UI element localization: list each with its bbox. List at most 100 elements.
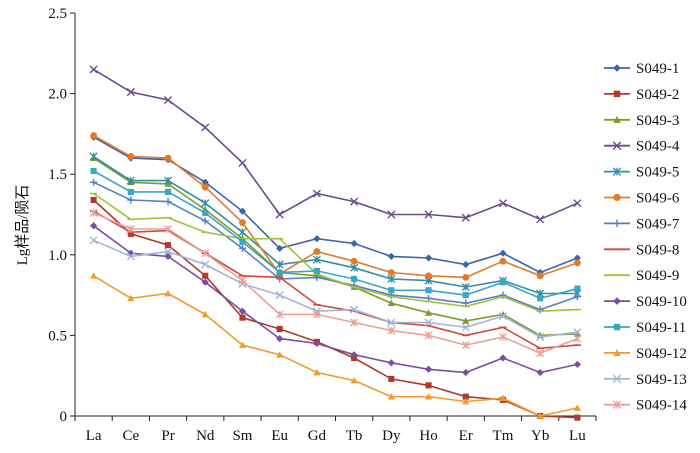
data-point-6 — [164, 154, 172, 162]
data-point-13 — [163, 247, 173, 256]
data-point-2 — [462, 393, 469, 400]
data-point-2 — [574, 414, 581, 421]
legend-marker — [612, 374, 622, 384]
data-point-11 — [462, 292, 469, 299]
data-point-10 — [276, 335, 284, 343]
y-tick-label: 0.5 — [48, 328, 67, 344]
data-point-14 — [536, 349, 545, 358]
x-tick-label: Yb — [531, 428, 549, 444]
data-point-6 — [313, 248, 321, 255]
legend-label: S049-5 — [636, 165, 679, 181]
data-point-12 — [536, 412, 544, 419]
data-point-14 — [461, 341, 470, 350]
data-point-13 — [89, 236, 98, 245]
data-point-13 — [536, 332, 545, 342]
legend-marker — [613, 116, 621, 123]
x-tick-label: La — [86, 428, 102, 444]
data-point-7 — [313, 273, 321, 281]
legend-marker — [612, 400, 622, 409]
data-point-12 — [313, 368, 321, 376]
data-point-1 — [462, 260, 470, 269]
data-point-12 — [276, 351, 284, 358]
data-point-10 — [350, 351, 358, 359]
data-point-6 — [573, 259, 581, 267]
data-point-5 — [350, 263, 359, 272]
data-point-1 — [238, 207, 247, 215]
data-point-2 — [90, 196, 97, 204]
data-point-6 — [90, 132, 98, 139]
y-tick-label: 1.0 — [48, 248, 67, 264]
data-point-12 — [164, 289, 172, 297]
x-tick-label: Lu — [569, 428, 586, 444]
data-point-1 — [201, 178, 209, 186]
data-point-12 — [387, 393, 395, 400]
series-line-9 — [93, 192, 578, 313]
data-point-12 — [90, 272, 98, 279]
data-point-12 — [350, 376, 358, 384]
y-axis-title: Lg样品/陨石 — [14, 185, 31, 266]
data-point-6 — [387, 269, 395, 276]
legend-label: S049-6 — [636, 191, 680, 207]
legend-label: S049-14 — [636, 398, 687, 414]
legend-label: S049-3 — [636, 113, 679, 129]
data-point-14 — [163, 224, 173, 234]
data-point-14 — [387, 326, 396, 335]
data-point-11 — [351, 275, 358, 283]
data-point-12 — [238, 341, 247, 348]
data-point-13 — [498, 311, 508, 321]
series-line-4 — [93, 68, 578, 221]
data-point-6 — [462, 273, 470, 281]
data-point-10 — [164, 252, 172, 261]
legend-label: S049-2 — [636, 87, 679, 103]
data-point-12 — [573, 404, 581, 411]
y-tick-label: 2.0 — [48, 87, 67, 103]
legend-marker — [613, 219, 621, 228]
legend-label: S049-1 — [636, 61, 679, 77]
legend-label: S049-12 — [636, 346, 687, 362]
legend-marker — [613, 323, 621, 331]
data-point-3 — [573, 330, 581, 337]
legend-marker — [613, 349, 621, 356]
data-point-6 — [127, 153, 135, 160]
data-point-14 — [238, 276, 247, 285]
x-tick-label: Eu — [271, 428, 288, 444]
legend-label: S049-13 — [636, 372, 687, 388]
data-point-7 — [90, 178, 98, 186]
data-point-4 — [126, 87, 135, 97]
data-point-7 — [164, 198, 172, 206]
data-point-1 — [499, 249, 507, 257]
data-point-12 — [462, 397, 470, 405]
data-point-11 — [313, 267, 320, 274]
x-tick-label: Tm — [493, 428, 514, 444]
series-line-8 — [93, 210, 578, 350]
series-line-12 — [93, 275, 578, 417]
data-point-1 — [573, 254, 581, 262]
data-point-1 — [387, 252, 395, 261]
data-point-10 — [90, 222, 98, 230]
legend-marker — [613, 64, 621, 72]
data-point-7 — [462, 299, 470, 307]
data-point-4 — [350, 197, 359, 206]
legend-marker — [613, 90, 621, 98]
x-tick-label: Gd — [308, 428, 327, 444]
data-point-4 — [89, 65, 98, 74]
data-point-5 — [126, 176, 135, 185]
legend-marker — [613, 193, 621, 202]
data-point-13 — [424, 318, 433, 327]
data-point-14 — [126, 224, 135, 234]
data-point-4 — [312, 189, 321, 198]
data-point-4 — [461, 213, 470, 222]
data-point-4 — [424, 210, 433, 219]
data-point-5 — [387, 274, 396, 284]
legend-label: S049-4 — [636, 139, 680, 155]
data-point-5 — [461, 282, 470, 292]
data-point-10 — [424, 365, 433, 373]
x-tick-label: Tb — [346, 428, 363, 444]
data-point-10 — [536, 368, 544, 377]
data-point-11 — [425, 287, 432, 294]
data-point-5 — [275, 260, 284, 269]
data-point-14 — [573, 334, 582, 343]
legend-label: S049-10 — [636, 294, 687, 310]
